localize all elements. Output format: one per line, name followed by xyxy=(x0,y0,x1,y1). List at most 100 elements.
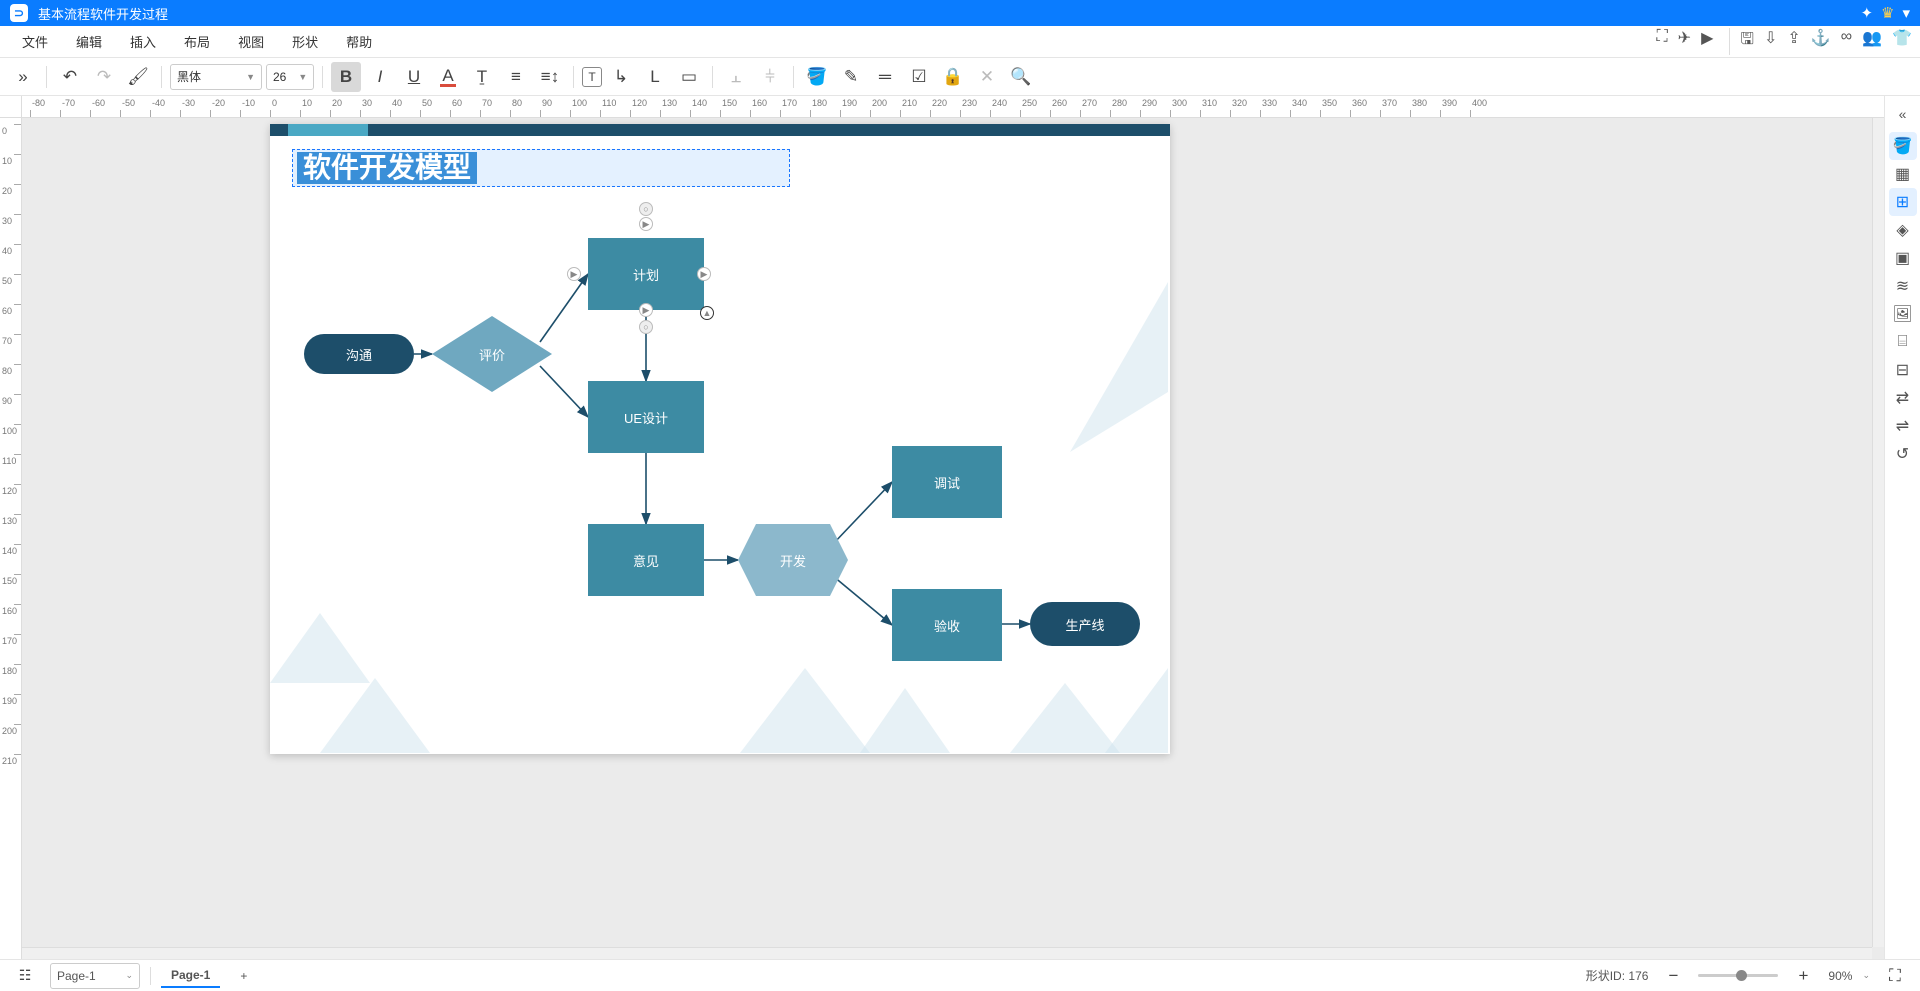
sparkle-icon[interactable]: ✦ xyxy=(1860,4,1873,22)
menu-视图[interactable]: 视图 xyxy=(224,28,278,55)
menu-icon[interactable]: ▶ xyxy=(1701,28,1713,55)
font-size-select[interactable]: 26 ▼ xyxy=(266,64,314,90)
zoom-in-button[interactable]: + xyxy=(1788,961,1818,991)
font-color-button[interactable]: A xyxy=(433,62,463,92)
node-label: UE设计 xyxy=(624,408,668,427)
l-shape-button[interactable]: L xyxy=(640,62,670,92)
text-box-button[interactable]: T xyxy=(582,67,602,87)
page-tab[interactable]: Page-1 xyxy=(161,964,220,988)
connector-button[interactable]: ↳ xyxy=(606,62,636,92)
redo-button[interactable]: ↷ xyxy=(89,62,119,92)
document-title: 基本流程软件开发过程 xyxy=(38,4,1860,23)
node-n5[interactable]: 验收 xyxy=(892,589,1002,661)
style-panel[interactable]: 🪣 xyxy=(1889,132,1917,160)
checkbox-button[interactable]: ☑ xyxy=(904,62,934,92)
menu-icon[interactable]: ⚓ xyxy=(1811,28,1831,55)
menu-编辑[interactable]: 编辑 xyxy=(62,28,116,55)
menu-icon[interactable]: 🖫 xyxy=(1740,28,1754,55)
menu-帮助[interactable]: 帮助 xyxy=(332,28,386,55)
canvas[interactable]: 软件开发模型 沟通评价计划▶▶▶▶▲○○UE设计意见开发调试验收生产线 xyxy=(22,118,1884,959)
tree-panel[interactable]: ⌸ xyxy=(1889,328,1917,356)
align-button[interactable]: ≡ xyxy=(501,62,531,92)
connection-handle-top[interactable]: ▶ xyxy=(639,217,653,231)
zoom-slider[interactable] xyxy=(1698,974,1778,977)
image-panel[interactable]: 🖼 xyxy=(1889,300,1917,328)
menu-icon[interactable]: 👕 xyxy=(1892,28,1912,55)
crown-icon[interactable]: ♛ xyxy=(1881,4,1894,22)
page-selector[interactable]: Page-1 ⌄ xyxy=(50,963,140,989)
layout-panel[interactable]: ▦ xyxy=(1889,160,1917,188)
page-tab-label: Page-1 xyxy=(171,968,210,982)
menu-icon[interactable]: ⇪ xyxy=(1787,28,1800,55)
fullscreen-button[interactable]: ⛶ xyxy=(1880,961,1910,991)
underline-button[interactable]: U xyxy=(399,62,429,92)
menu-icon[interactable]: 👥 xyxy=(1862,28,1882,55)
page[interactable]: 软件开发模型 沟通评价计划▶▶▶▶▲○○UE设计意见开发调试验收生产线 xyxy=(270,124,1170,754)
node-n0[interactable]: 沟通 xyxy=(304,334,414,374)
line-spacing-button[interactable]: ≡↕ xyxy=(535,62,565,92)
node-n2[interactable]: UE设计 xyxy=(588,381,704,453)
menu-icon[interactable]: ∞ xyxy=(1841,28,1852,55)
menu-布局[interactable]: 布局 xyxy=(170,28,224,55)
fill-button[interactable]: 🪣 xyxy=(802,62,832,92)
data-panel[interactable]: ≋ xyxy=(1889,272,1917,300)
extra-handle-bottom[interactable]: ○ xyxy=(639,320,653,334)
slides-panel[interactable]: ▣ xyxy=(1889,244,1917,272)
italic-button[interactable]: I xyxy=(365,62,395,92)
node-label: 沟通 xyxy=(346,345,372,364)
menu-插入[interactable]: 插入 xyxy=(116,28,170,55)
diagram-title: 软件开发模型 xyxy=(297,152,477,184)
line-style-button[interactable]: ✎ xyxy=(836,62,866,92)
menu-icon[interactable]: ⇩ xyxy=(1764,28,1777,55)
node-label: 验收 xyxy=(934,616,960,635)
vertical-scrollbar[interactable] xyxy=(1872,118,1884,947)
horizontal-scrollbar[interactable] xyxy=(22,947,1872,959)
add-page-button[interactable]: + xyxy=(230,965,257,987)
font-family-select[interactable]: 黑体 ▼ xyxy=(170,64,262,90)
format-painter-button[interactable]: 🖌 xyxy=(123,62,153,92)
grid-panel[interactable]: ⊞ xyxy=(1889,188,1917,216)
tools-button[interactable]: ✕ xyxy=(972,62,1002,92)
node-n6[interactable]: 生产线 xyxy=(1030,602,1140,646)
lock-button[interactable]: 🔒 xyxy=(938,62,968,92)
window-controls: ✦ ♛ ▾ xyxy=(1860,4,1910,22)
menu-icon[interactable]: ✈ xyxy=(1678,28,1691,55)
rotate-handle[interactable]: ▲ xyxy=(700,306,714,320)
zoom-value[interactable]: 90% xyxy=(1828,969,1852,983)
connection-handle-right[interactable]: ▶ xyxy=(697,267,711,281)
node-nh[interactable]: 开发 xyxy=(738,524,848,596)
ruler-corner xyxy=(0,96,22,118)
zoom-out-button[interactable]: − xyxy=(1658,961,1688,991)
app-logo: ⊃ xyxy=(10,4,28,22)
frame-panel[interactable]: ⊟ xyxy=(1889,356,1917,384)
line-weight-button[interactable]: ═ xyxy=(870,62,900,92)
search-button[interactable]: 🔍 xyxy=(1006,62,1036,92)
menu-icon[interactable]: ⛶ xyxy=(1656,28,1667,55)
expand-shapes-button[interactable]: » xyxy=(8,62,38,92)
connection-handle-bottom[interactable]: ▶ xyxy=(639,303,653,317)
align-objects-button[interactable]: ⫠ xyxy=(721,62,751,92)
dropdown-icon[interactable]: ▾ xyxy=(1902,4,1910,22)
swap-panel[interactable]: ⇄ xyxy=(1889,384,1917,412)
layout-mode-icon[interactable]: ☷ xyxy=(10,961,40,991)
layers-panel[interactable]: ◈ xyxy=(1889,216,1917,244)
history-panel[interactable]: ↺ xyxy=(1889,440,1917,468)
node-n1[interactable]: 计划 xyxy=(588,238,704,310)
menu-形状[interactable]: 形状 xyxy=(278,28,332,55)
font-size-value: 26 xyxy=(273,70,286,84)
menubar: 文件编辑插入布局视图形状帮助 ⛶ ✈ ▶ 🖫 ⇩ ⇪ ⚓ ∞ 👥 👕 xyxy=(0,26,1920,58)
undo-button[interactable]: ↶ xyxy=(55,62,85,92)
node-n3[interactable]: 意见 xyxy=(588,524,704,596)
text-transform-button[interactable]: Ṯ xyxy=(467,62,497,92)
node-n4[interactable]: 调试 xyxy=(892,446,1002,518)
shuffle-panel[interactable]: ⇌ xyxy=(1889,412,1917,440)
title-selection-box[interactable]: 软件开发模型 xyxy=(292,149,790,187)
collapse-panel-button[interactable]: « xyxy=(1895,102,1911,126)
extra-handle-top[interactable]: ○ xyxy=(639,202,653,216)
rectangle-button[interactable]: ▭ xyxy=(674,62,704,92)
distribute-button[interactable]: ⫩ xyxy=(755,62,785,92)
menu-文件[interactable]: 文件 xyxy=(8,28,62,55)
node-nd[interactable]: 评价 xyxy=(432,316,552,392)
bold-button[interactable]: B xyxy=(331,62,361,92)
connection-handle-left[interactable]: ▶ xyxy=(567,267,581,281)
